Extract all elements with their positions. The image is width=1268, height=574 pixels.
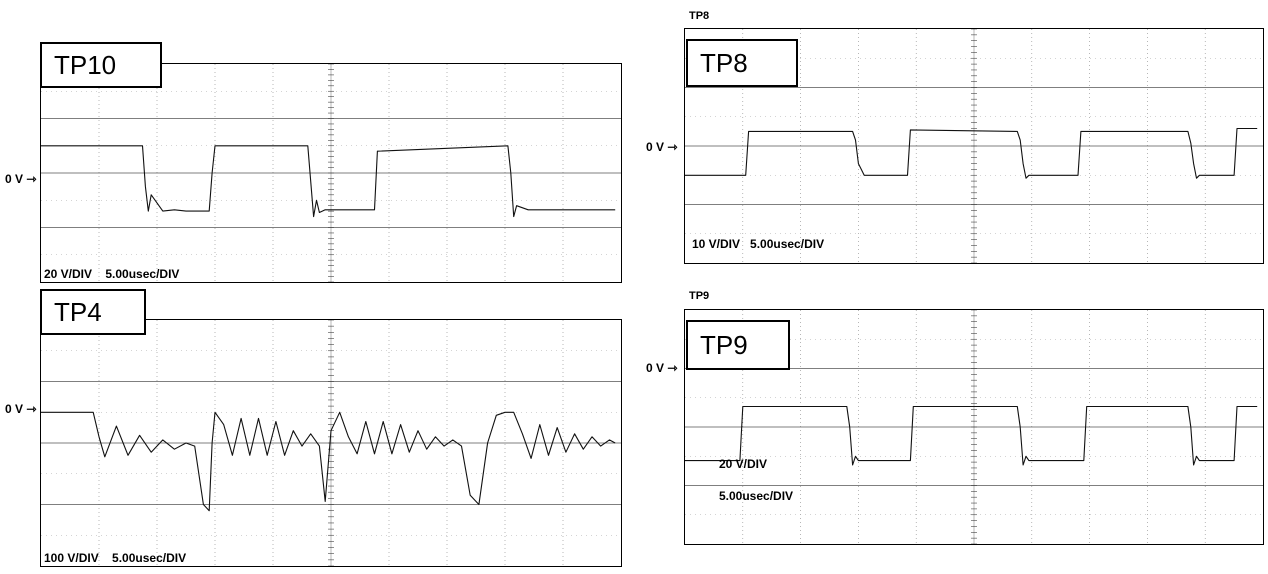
waveform-trace-0: [41, 412, 615, 510]
zero-marker-tp4: 0 V ⇾: [5, 402, 36, 416]
zero-label-tp9: 0 V: [646, 361, 664, 375]
scope-plot-tp4: [41, 320, 621, 566]
zero-marker-tp8: 0 V ⇾: [646, 140, 677, 154]
panel-label-tp9: TP9: [686, 320, 790, 370]
zero-label-tp8: 0 V: [646, 140, 664, 154]
panel-label-tp4: TP4: [40, 289, 146, 335]
zero-arrow-icon: ⇾: [667, 361, 677, 375]
top-title-tp9: TP9: [689, 290, 709, 302]
zero-arrow-icon: ⇾: [26, 402, 36, 416]
zero-label-tp10: 0 V: [5, 172, 23, 186]
scale-text-tp9: 20 V/DIV: [719, 457, 767, 471]
scale-text-tp10: 20 V/DIV 5.00usec/DIV: [44, 267, 179, 281]
scope-plot-tp10: [41, 64, 621, 282]
scale-text-tp9-time: 5.00usec/DIV: [719, 489, 793, 503]
scale-text-tp8: 10 V/DIV 5.00usec/DIV: [692, 237, 824, 251]
zero-arrow-icon: ⇾: [667, 140, 677, 154]
scope-panel-tp10: [40, 63, 622, 283]
zero-marker-tp10: 0 V ⇾: [5, 172, 36, 186]
zero-marker-tp9: 0 V ⇾: [646, 361, 677, 375]
zero-label-tp4: 0 V: [5, 402, 23, 416]
waveform-trace-0: [685, 129, 1257, 179]
scope-panel-tp4: [40, 319, 622, 567]
panel-label-tp8: TP8: [686, 39, 798, 87]
zero-arrow-icon: ⇾: [26, 172, 36, 186]
top-title-tp8: TP8: [689, 10, 709, 22]
panel-label-tp10: TP10: [40, 42, 162, 88]
scale-text-tp4: 100 V/DIV 5.00usec/DIV: [44, 551, 186, 565]
